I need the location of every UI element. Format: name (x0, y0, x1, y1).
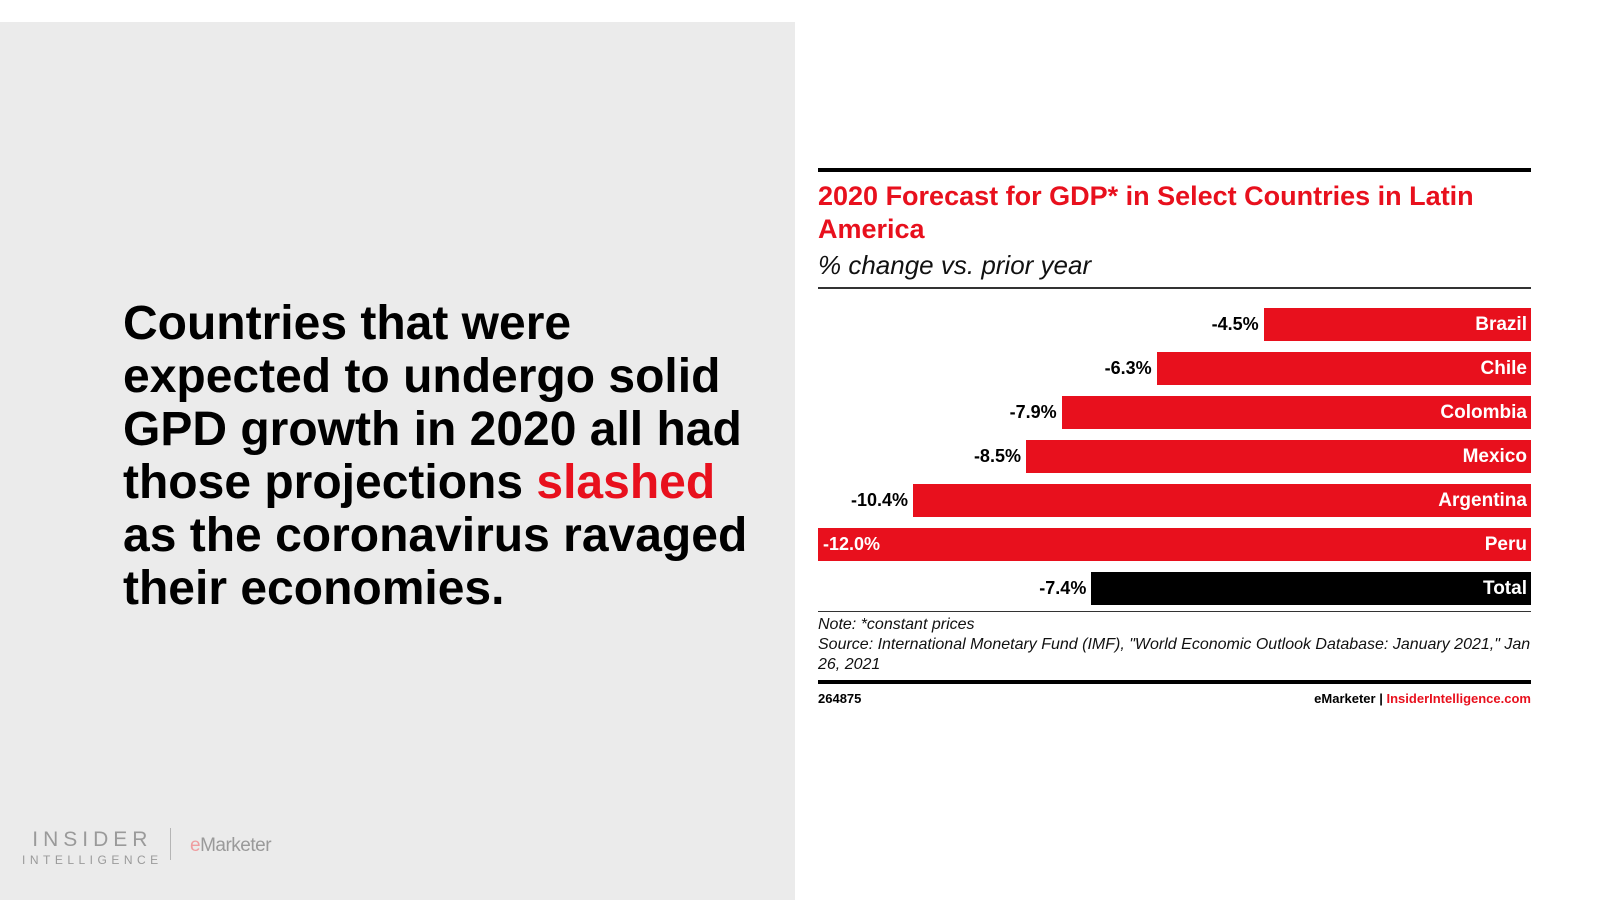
category-label: Brazil (1475, 313, 1527, 335)
source-text: Source: International Monetary Fund (IMF… (818, 636, 1531, 673)
notes-rule (818, 610, 1531, 612)
data-label: -7.4% (1039, 577, 1087, 598)
bar-chile: Chile (1156, 351, 1531, 385)
data-label: -10.4% (851, 489, 909, 510)
category-label: Argentina (1438, 489, 1527, 511)
logo-intelligence: INTELLIGENCE (22, 853, 163, 867)
logo-marketer: Marketer (200, 835, 272, 856)
logo-divider (170, 828, 171, 860)
data-label: -8.5% (973, 445, 1021, 466)
headline-text-end: as the coronavirus ravaged their economi… (123, 509, 748, 615)
chart: 2020 Forecast for GDP* in Select Countri… (818, 168, 1531, 706)
data-label: -12.0% (823, 533, 881, 554)
category-label: Chile (1480, 357, 1527, 379)
bar-argentina: Argentina (913, 483, 1531, 517)
logo-insider: INSIDER (32, 828, 153, 851)
data-label: -4.5% (1211, 313, 1259, 334)
chart-footer: 264875 eMarketer | InsiderIntelligence.c… (818, 691, 1531, 706)
category-label: Mexico (1462, 445, 1527, 467)
chart-id: 264875 (818, 691, 862, 706)
headline-highlight: slashed (536, 456, 716, 509)
logo-e: e (190, 835, 201, 856)
chart-subtitle: % change vs. prior year (818, 250, 1092, 280)
insider-intelligence-logo: INSIDER INTELLIGENCE (22, 828, 163, 867)
header-rule (818, 287, 1531, 289)
data-label: -7.9% (1009, 401, 1057, 422)
headline: Countries that were expected to undergo … (123, 297, 763, 615)
plot-area: Brazil -4.5% Chile -6.3% Colombia -7.9% Mexico… (818, 289, 1531, 611)
data-label: -6.3% (1104, 357, 1152, 378)
notes: Note: *constant prices Source: Internati… (818, 612, 1531, 675)
bottom-rule (818, 680, 1531, 684)
chart-title: 2020 Forecast for GDP* in Select Countri… (818, 181, 1474, 244)
bar-total: Total (1091, 571, 1531, 605)
headline-text: Countries that were expected to undergo … (123, 297, 742, 509)
bar-mexico: Mexico (1025, 439, 1531, 473)
category-label: Total (1483, 577, 1527, 599)
note-text: Note: *constant prices (818, 616, 975, 633)
left-panel: Countries that were expected to undergo … (0, 22, 795, 900)
top-rule (818, 168, 1531, 172)
footer-brand: eMarketer (1314, 691, 1376, 706)
category-label: Peru (1484, 533, 1527, 555)
bar-peru: Peru (818, 527, 1531, 561)
emarketer-logo: eMarketer (190, 835, 272, 857)
category-label: Colombia (1440, 401, 1527, 423)
footer-site-link[interactable]: InsiderIntelligence.com (1386, 691, 1532, 706)
footer-separator: | (1379, 691, 1383, 706)
bar-colombia: Colombia (1061, 395, 1531, 429)
bar-brazil: Brazil (1263, 307, 1531, 341)
